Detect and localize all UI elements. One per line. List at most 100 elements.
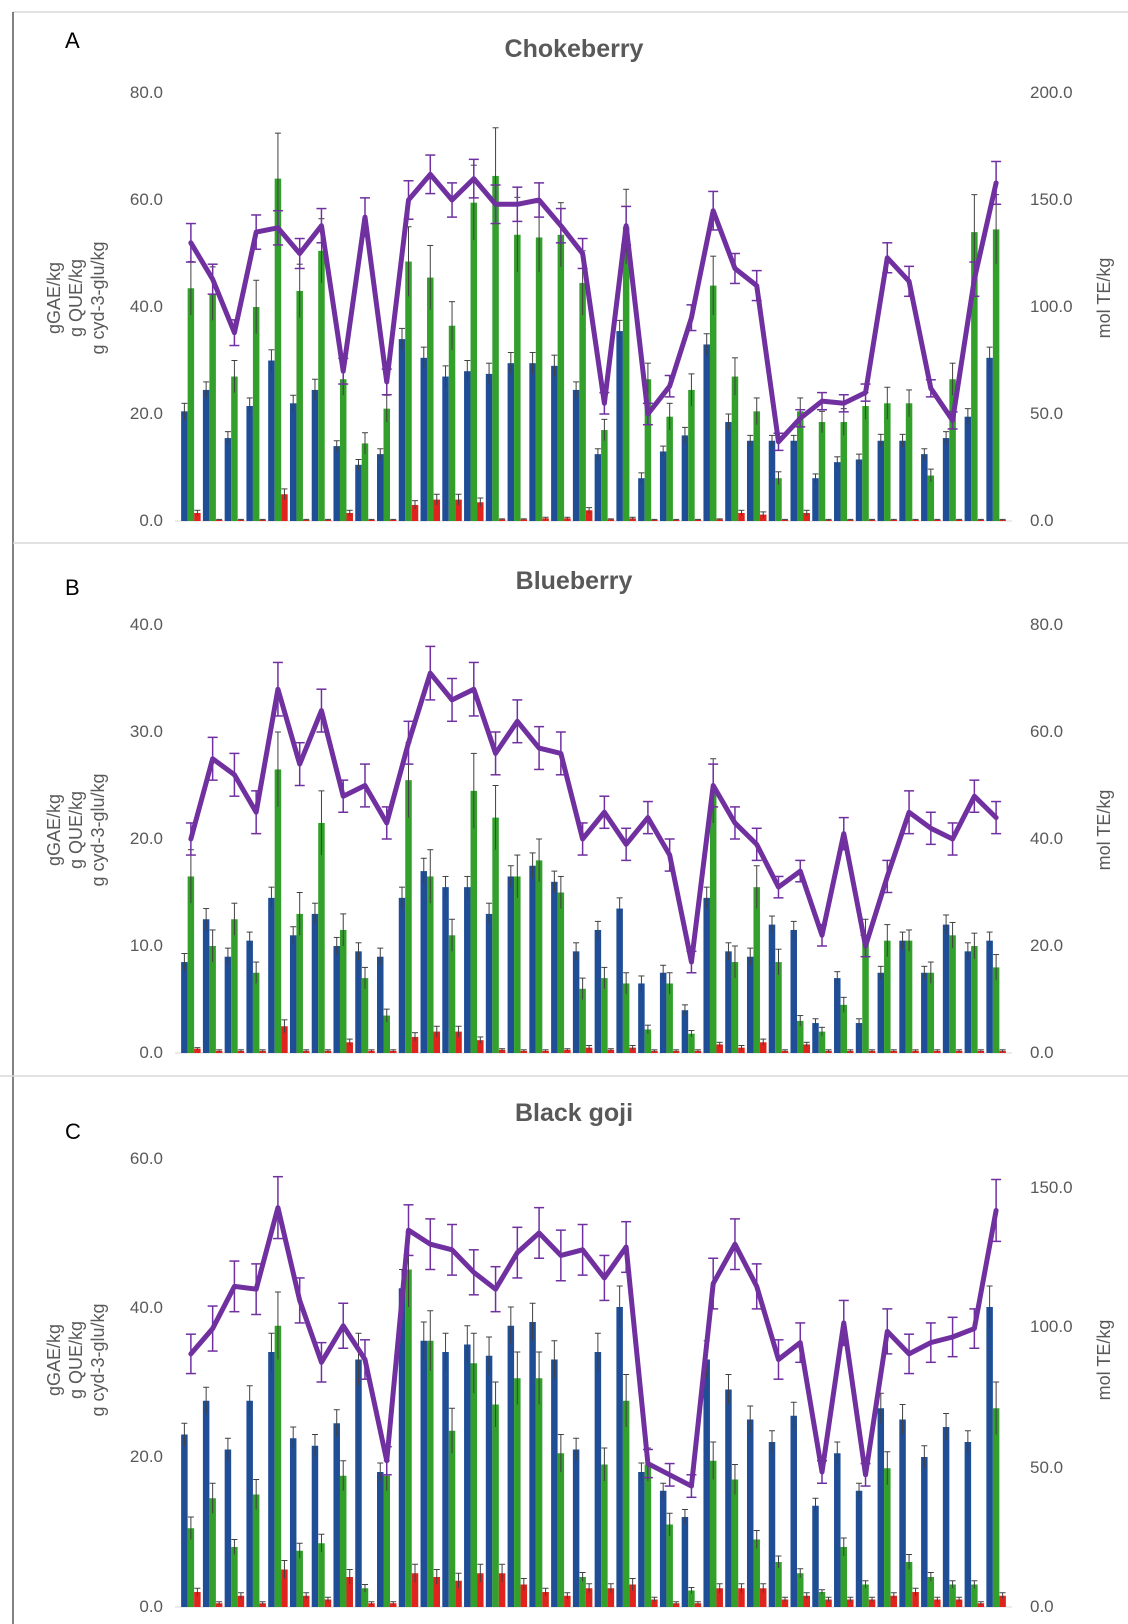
phenolics-bar	[703, 897, 710, 1053]
flavonoids-bar	[884, 1468, 891, 1607]
phenolics-bar	[681, 1010, 689, 1053]
left-tick-label: 80.0	[130, 83, 163, 102]
flavonoids-bar	[949, 379, 956, 521]
panel-label: C	[65, 1119, 81, 1144]
left-tick-label: 0.0	[139, 511, 163, 530]
flavonoids-bar	[731, 1479, 739, 1607]
anthocyanins-bar	[346, 1577, 353, 1607]
anthocyanins-bar	[629, 518, 636, 521]
anthocyanins-bar	[411, 504, 419, 521]
phenolics-bar	[768, 1442, 776, 1607]
phenolics-bar	[507, 876, 515, 1053]
right-axis-label: mol TE/kg	[1094, 790, 1114, 871]
flavonoids-bar	[709, 285, 717, 521]
anthocyanins-bar	[259, 1603, 266, 1607]
phenolics-bar	[855, 1490, 863, 1607]
phenolics-bar	[921, 1457, 928, 1607]
phenolics-bar	[964, 951, 972, 1053]
phenolics-bar	[202, 389, 210, 521]
flavonoids-bar	[535, 237, 543, 521]
anthocyanins-bar	[716, 1588, 723, 1607]
phenolics-bar	[659, 451, 667, 521]
flavonoids-bar	[514, 876, 521, 1053]
phenolics-bar	[899, 940, 906, 1053]
phenolics-bar	[246, 940, 253, 1053]
flavonoids-bar	[753, 411, 760, 521]
phenolics-bar	[355, 1359, 362, 1607]
right-tick-label: 50.0	[1030, 404, 1063, 423]
phenolics-bar	[420, 871, 428, 1053]
left-axis-label-line: g QUE/kg	[66, 1321, 86, 1399]
anthocyanins-bar	[585, 510, 593, 521]
left-tick-label: 40.0	[130, 615, 163, 634]
flavonoids-bar	[840, 1547, 848, 1607]
phenolics-bar	[681, 435, 689, 521]
antioxidant-series-line	[188, 171, 999, 445]
phenolics-bar	[311, 1445, 319, 1607]
phenolics-bar	[942, 1427, 950, 1607]
left-tick-label: 20.0	[130, 404, 163, 423]
flavonoids-bar	[383, 1015, 390, 1053]
flavonoids-bar	[862, 405, 869, 521]
flavonoids-bar	[905, 1562, 913, 1607]
flavonoids-bar	[318, 822, 325, 1053]
flavonoids-bar	[274, 178, 282, 521]
flavonoids-bar	[753, 1539, 760, 1607]
right-tick-label: 20.0	[1030, 936, 1063, 955]
phenolics-bar	[812, 1023, 819, 1053]
phenolics-bar	[572, 1449, 580, 1607]
flavonoids-bar	[231, 376, 238, 521]
flavonoids-bar	[862, 1584, 869, 1607]
anthocyanins-bar	[825, 1599, 832, 1607]
left-tick-label: 0.0	[139, 1043, 163, 1062]
flavonoids-bar	[296, 290, 303, 521]
flavonoids-bar	[209, 1498, 216, 1607]
phenolics-bar	[899, 440, 906, 521]
flavonoids-bar	[644, 1029, 652, 1053]
anthocyanins-bar	[194, 1592, 201, 1607]
left-axis-label-line: g cyd-3-glu/kg	[88, 241, 108, 354]
flavonoids-bar	[535, 860, 543, 1053]
flavonoids-bar	[644, 1464, 652, 1607]
phenolics-bar	[877, 440, 885, 521]
anthocyanins-bar	[564, 1049, 571, 1053]
phenolics-bar	[942, 924, 950, 1053]
flavonoids-bar	[427, 876, 434, 1053]
flavonoids-bar	[971, 232, 978, 521]
right-tick-label: 150.0	[1030, 190, 1073, 209]
flavonoids-bar	[905, 940, 913, 1053]
anthocyanins-bar	[759, 1042, 767, 1053]
flavonoids-bar	[971, 946, 978, 1053]
anthocyanins-bar	[847, 1599, 854, 1607]
anthocyanins-bar	[411, 1036, 419, 1053]
left-tick-label: 40.0	[130, 1298, 163, 1317]
flavonoids-bar	[579, 1577, 586, 1607]
flavonoids-bar	[318, 1543, 325, 1607]
anthocyanins-bar	[194, 512, 201, 521]
anthocyanins-bar	[781, 1599, 789, 1607]
flavonoids-bar	[383, 1475, 390, 1607]
phenolics-bar	[834, 978, 841, 1053]
anthocyanins-bar	[694, 1603, 702, 1607]
phenolics-bar	[202, 1400, 210, 1607]
anthocyanins-bar	[302, 1595, 310, 1607]
flavonoids-bar	[252, 972, 260, 1053]
phenolics-bar	[638, 983, 645, 1053]
phenolics-bar	[551, 881, 558, 1053]
flavonoids-bar	[187, 288, 195, 521]
left-tick-label: 20.0	[130, 1447, 163, 1466]
phenolics-bar	[746, 1419, 754, 1607]
anthocyanins-bar	[912, 1592, 919, 1607]
left-axis-label-line: gGAE/kg	[44, 262, 64, 334]
flavonoids-bar	[339, 1475, 347, 1607]
left-axis-label: gGAE/kg g QUE/kg g cyd-3-glu/kg	[44, 1303, 108, 1416]
phenolics-bar	[464, 371, 471, 521]
anthocyanins-bar	[520, 1584, 528, 1607]
phenolics-bar	[855, 459, 863, 521]
flavonoids-bar	[884, 403, 891, 521]
flavonoids-bar	[557, 234, 565, 521]
anthocyanins-bar	[390, 1603, 397, 1607]
anthocyanins-bar	[738, 1588, 745, 1607]
phenolics-bar	[442, 1352, 449, 1607]
flavonoids-bar	[514, 1378, 521, 1607]
